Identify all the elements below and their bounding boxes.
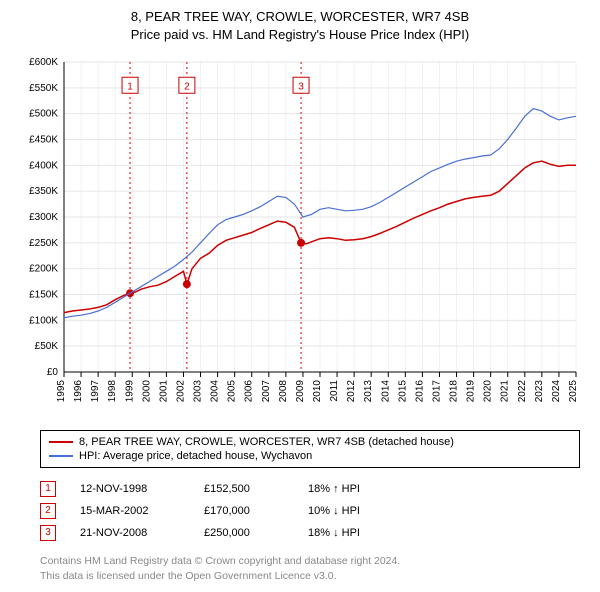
event-hpi: 18% ↓ HPI	[308, 527, 360, 539]
svg-text:2004: 2004	[210, 380, 221, 403]
svg-text:2012: 2012	[346, 380, 357, 403]
svg-text:2017: 2017	[431, 380, 442, 403]
chart: £0 £50K £100K £150K £200K £250K £300K £350K £400…	[20, 52, 580, 422]
event-row: 2 15-MAR-2002 £170,000 10% ↓ HPI	[40, 500, 580, 522]
svg-text:£550K: £550K	[29, 83, 58, 94]
legend-item: 8, PEAR TREE WAY, CROWLE, WORCESTER, WR7…	[49, 435, 571, 449]
svg-text:1999: 1999	[124, 380, 135, 403]
svg-text:3: 3	[298, 82, 304, 93]
svg-text:2018: 2018	[449, 380, 460, 403]
event-row: 3 21-NOV-2008 £250,000 18% ↓ HPI	[40, 522, 580, 544]
legend: 8, PEAR TREE WAY, CROWLE, WORCESTER, WR7…	[40, 430, 580, 468]
svg-text:1997: 1997	[90, 380, 101, 403]
event-marker: 2	[40, 503, 56, 519]
legend-label: 8, PEAR TREE WAY, CROWLE, WORCESTER, WR7…	[79, 436, 454, 448]
svg-text:2015: 2015	[397, 380, 408, 403]
svg-text:2016: 2016	[414, 380, 425, 403]
svg-text:2006: 2006	[244, 380, 255, 403]
svg-text:2021: 2021	[500, 380, 511, 403]
legend-swatch	[49, 441, 73, 443]
svg-text:2019: 2019	[466, 380, 477, 403]
svg-text:1995: 1995	[56, 380, 67, 403]
svg-text:2014: 2014	[380, 380, 391, 403]
svg-text:2003: 2003	[193, 380, 204, 403]
svg-text:2005: 2005	[227, 380, 238, 403]
attribution: Contains HM Land Registry data © Crown c…	[40, 554, 580, 583]
svg-text:2001: 2001	[158, 380, 169, 403]
legend-swatch	[49, 455, 73, 457]
event-marker: 1	[40, 481, 56, 497]
svg-text:2010: 2010	[312, 380, 323, 403]
svg-text:2025: 2025	[568, 380, 579, 403]
svg-text:1998: 1998	[107, 380, 118, 403]
attribution-line-2: This data is licensed under the Open Gov…	[40, 569, 580, 584]
svg-text:2002: 2002	[175, 380, 186, 403]
svg-text:1996: 1996	[73, 380, 84, 403]
event-hpi: 10% ↓ HPI	[308, 505, 360, 517]
svg-text:2023: 2023	[534, 380, 545, 403]
svg-text:2007: 2007	[261, 380, 272, 403]
attribution-line-1: Contains HM Land Registry data © Crown c…	[40, 554, 580, 569]
event-date: 12-NOV-1998	[80, 483, 180, 495]
svg-text:2022: 2022	[517, 380, 528, 403]
svg-text:£350K: £350K	[29, 187, 58, 198]
svg-text:£150K: £150K	[29, 290, 58, 301]
event-row: 1 12-NOV-1998 £152,500 18% ↑ HPI	[40, 478, 580, 500]
svg-text:£200K: £200K	[29, 264, 58, 275]
svg-text:£250K: £250K	[29, 238, 58, 249]
svg-text:£400K: £400K	[29, 161, 58, 172]
svg-text:2024: 2024	[551, 380, 562, 403]
svg-text:2008: 2008	[278, 380, 289, 403]
svg-text:2: 2	[184, 82, 190, 93]
title-line-2: Price paid vs. HM Land Registry's House …	[0, 26, 600, 44]
event-marker: 3	[40, 525, 56, 541]
svg-text:2020: 2020	[483, 380, 494, 403]
svg-text:£450K: £450K	[29, 135, 58, 146]
svg-text:£100K: £100K	[29, 316, 58, 327]
svg-text:1: 1	[127, 82, 133, 93]
svg-text:£50K: £50K	[35, 342, 59, 353]
title-block: 8, PEAR TREE WAY, CROWLE, WORCESTER, WR7…	[0, 0, 600, 44]
event-hpi: 18% ↑ HPI	[308, 483, 360, 495]
svg-text:2000: 2000	[141, 380, 152, 403]
chart-svg: £0 £50K £100K £150K £200K £250K £300K £350K £400…	[20, 52, 580, 422]
page-container: 8, PEAR TREE WAY, CROWLE, WORCESTER, WR7…	[0, 0, 600, 584]
svg-text:2013: 2013	[363, 380, 374, 403]
svg-text:2011: 2011	[329, 380, 340, 402]
event-date: 21-NOV-2008	[80, 527, 180, 539]
legend-label: HPI: Average price, detached house, Wych…	[79, 450, 312, 462]
event-price: £152,500	[204, 483, 284, 495]
event-date: 15-MAR-2002	[80, 505, 180, 517]
title-line-1: 8, PEAR TREE WAY, CROWLE, WORCESTER, WR7…	[0, 8, 600, 26]
svg-text:2009: 2009	[295, 380, 306, 403]
svg-text:£600K: £600K	[29, 57, 58, 68]
event-price: £170,000	[204, 505, 284, 517]
events-table: 1 12-NOV-1998 £152,500 18% ↑ HPI 2 15-MAR-200…	[40, 478, 580, 544]
svg-text:£500K: £500K	[29, 109, 58, 120]
svg-text:£300K: £300K	[29, 212, 58, 223]
legend-item: HPI: Average price, detached house, Wych…	[49, 449, 571, 463]
svg-text:£0: £0	[47, 367, 59, 378]
event-price: £250,000	[204, 527, 284, 539]
